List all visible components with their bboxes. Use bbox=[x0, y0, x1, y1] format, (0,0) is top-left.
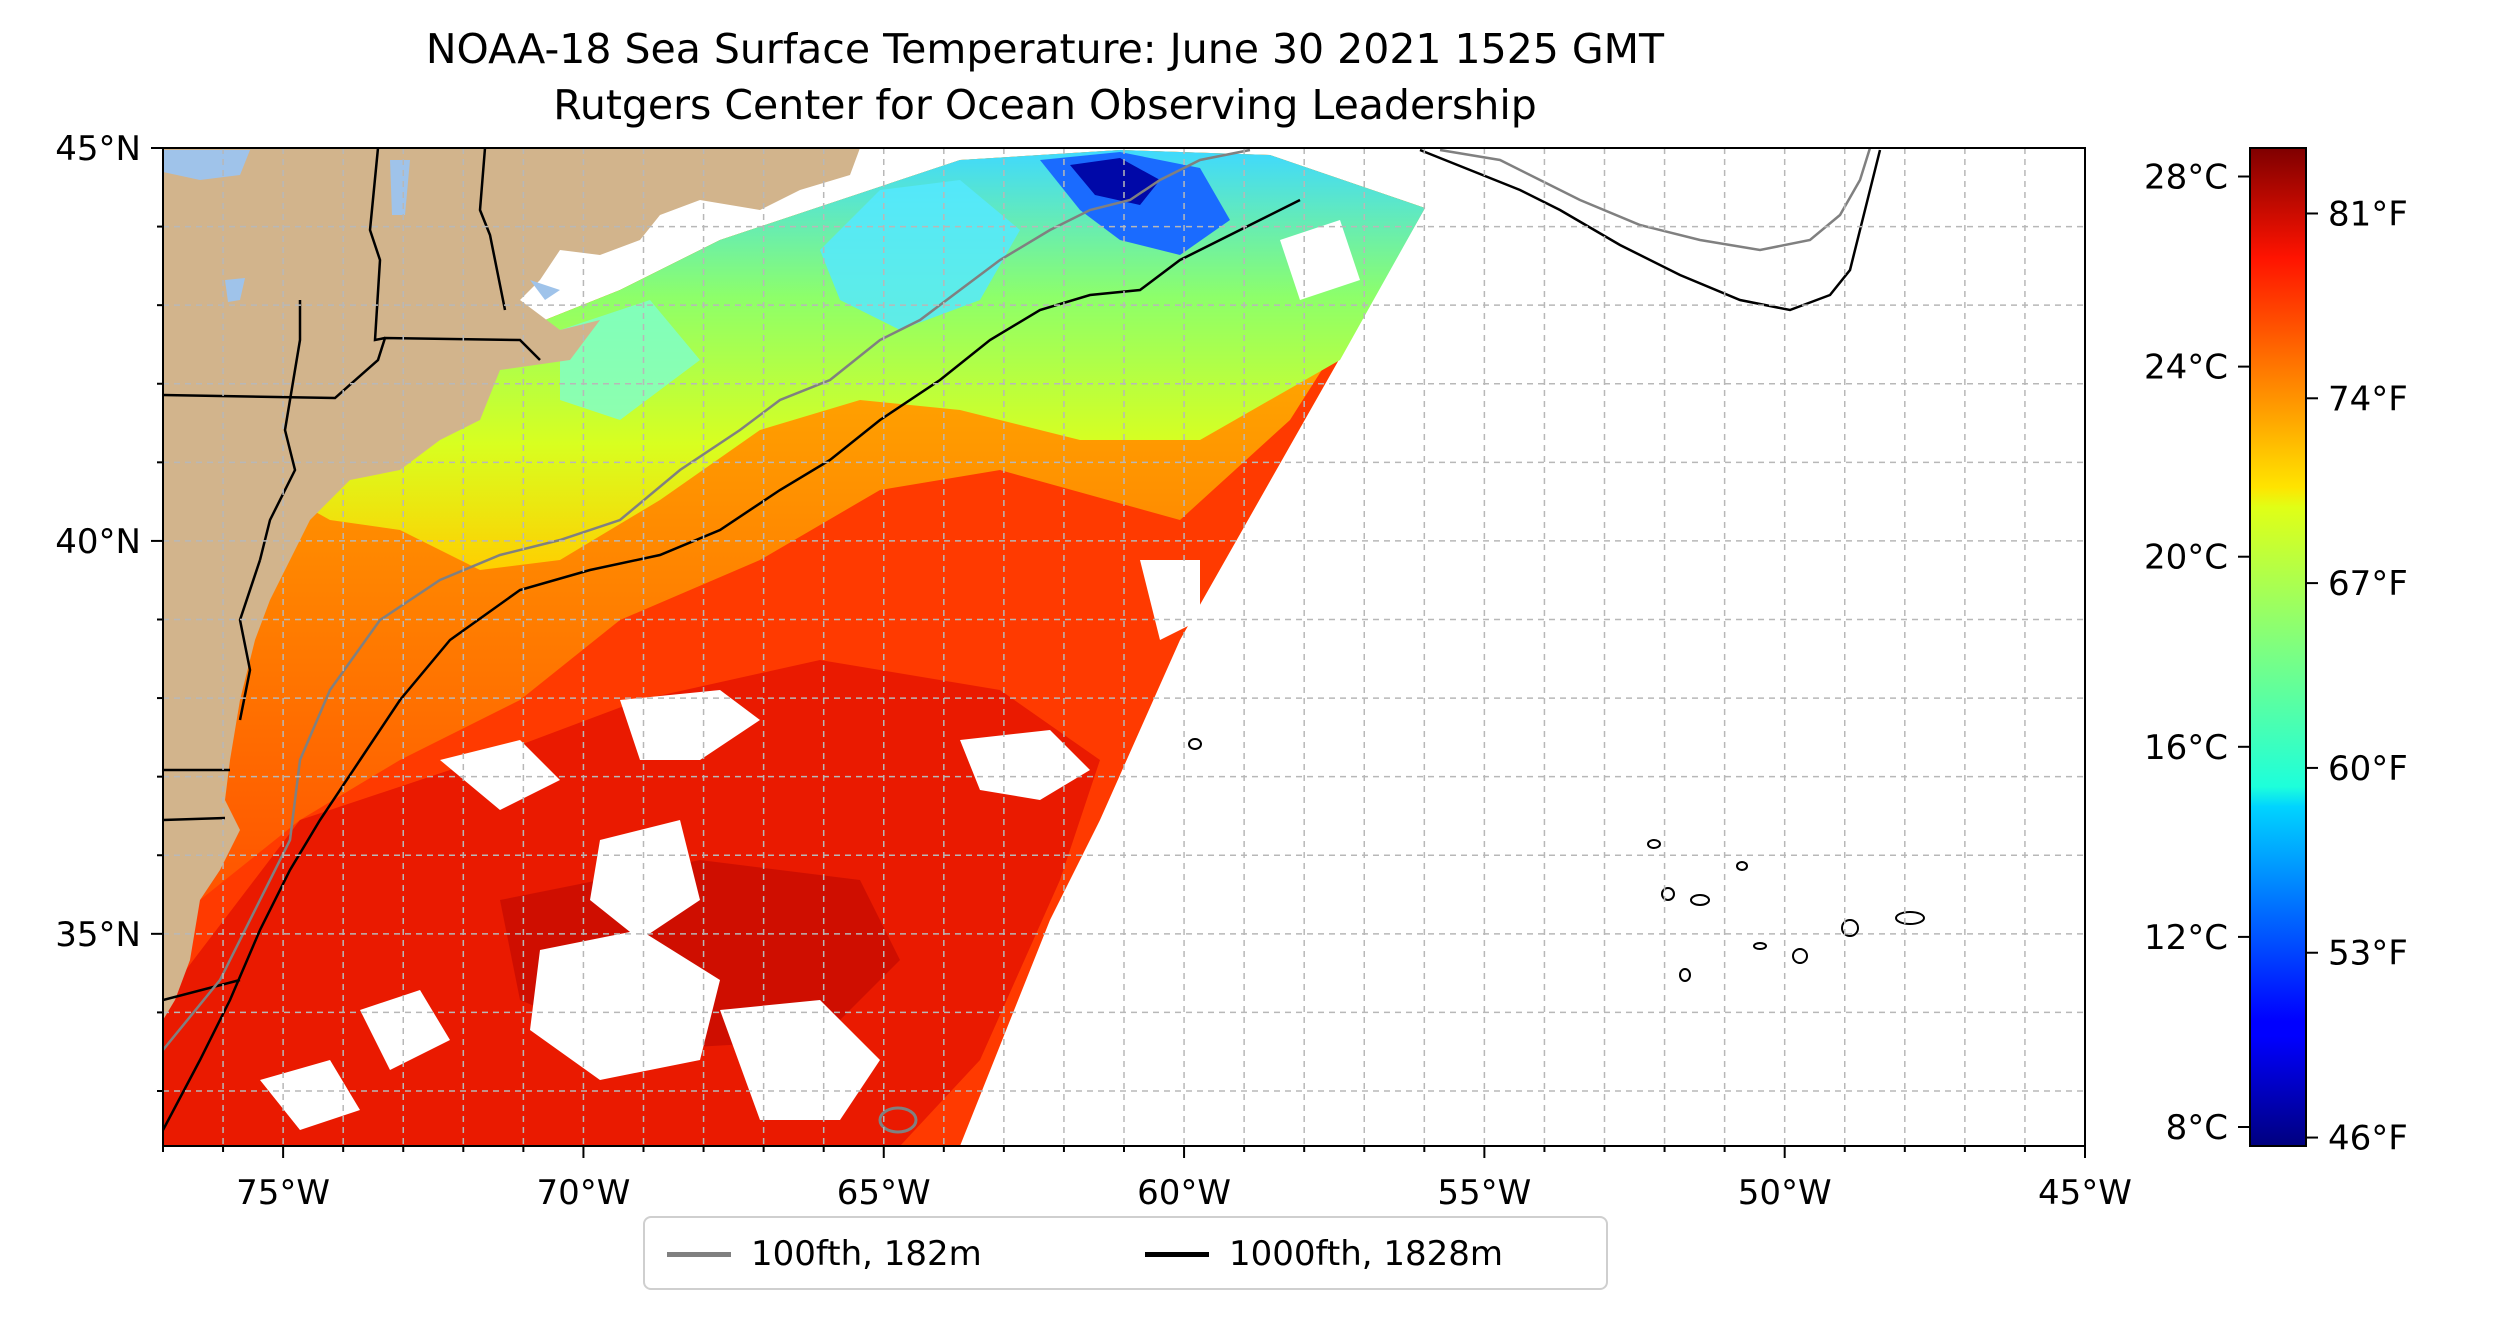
colorbar-f-label: 67°F bbox=[2328, 564, 2408, 604]
chart-title: NOAA-18 Sea Surface Temperature: June 30… bbox=[425, 25, 1665, 73]
x-tick-label: 50°W bbox=[1738, 1173, 1832, 1213]
colorbar bbox=[2249, 147, 2307, 1147]
y-tick-label: 40°N bbox=[55, 522, 141, 562]
y-tick-label: 35°N bbox=[55, 915, 141, 955]
colorbar-f-label: 81°F bbox=[2328, 194, 2408, 234]
legend-item-100fth: 100fth, 182m bbox=[667, 1232, 982, 1276]
y-axis: 45°N 40°N 35°N bbox=[55, 129, 163, 1092]
colorbar-f-label: 46°F bbox=[2328, 1119, 2408, 1159]
x-tick-label: 65°W bbox=[837, 1173, 931, 1213]
x-tick-label: 70°W bbox=[536, 1173, 630, 1213]
isobath-100fth bbox=[163, 148, 1872, 1051]
legend-item-1000fth: 1000fth, 1828m bbox=[1145, 1232, 1503, 1276]
map-layers bbox=[163, 148, 2085, 1146]
legend-label-1000fth: 1000fth, 1828m bbox=[1229, 1234, 1504, 1274]
colorbar-c-label: 16°C bbox=[2144, 728, 2228, 768]
colorbar-c-label: 20°C bbox=[2144, 538, 2228, 578]
colorbar-celsius-axis: 28°C 24°C 20°C 16°C 12°C 8°C bbox=[2144, 158, 2250, 1148]
colorbar-f-label: 74°F bbox=[2328, 379, 2408, 419]
colorbar-f-label: 53°F bbox=[2328, 934, 2408, 974]
colorbar-c-label: 24°C bbox=[2144, 348, 2228, 388]
isobath-1000fth bbox=[163, 148, 1882, 1131]
x-tick-label: 45°W bbox=[2038, 1173, 2132, 1213]
land bbox=[163, 148, 860, 1020]
colorbar-f-label: 60°F bbox=[2328, 749, 2408, 789]
x-tick-label: 75°W bbox=[236, 1173, 330, 1213]
legend: 100fth, 182m 1000fth, 1828m bbox=[643, 1216, 1608, 1290]
seamount-contours bbox=[878, 738, 1925, 1134]
colorbar-c-label: 12°C bbox=[2144, 918, 2228, 958]
x-axis: 75°W 70°W 65°W 60°W 55°W 50°W 45°W bbox=[162, 1146, 2132, 1213]
x-tick-label: 55°W bbox=[1437, 1173, 1531, 1213]
colorbar-fahrenheit-axis: 81°F 74°F 67°F 60°F 53°F 46°F bbox=[2306, 194, 2408, 1159]
legend-label-100fth: 100fth, 182m bbox=[751, 1234, 982, 1274]
colorbar-c-label: 8°C bbox=[2166, 1108, 2228, 1148]
lakes bbox=[163, 150, 560, 302]
x-tick-label: 60°W bbox=[1137, 1173, 1231, 1213]
chart-subtitle: Rutgers Center for Ocean Observing Leade… bbox=[553, 81, 1537, 129]
legend-swatch-1000fth bbox=[1145, 1251, 1209, 1257]
state-borders bbox=[163, 148, 541, 1002]
colorbar-c-label: 28°C bbox=[2144, 158, 2228, 198]
legend-swatch-100fth bbox=[667, 1251, 731, 1257]
y-tick-label: 45°N bbox=[55, 129, 141, 169]
gridlines bbox=[162, 147, 2086, 1146]
